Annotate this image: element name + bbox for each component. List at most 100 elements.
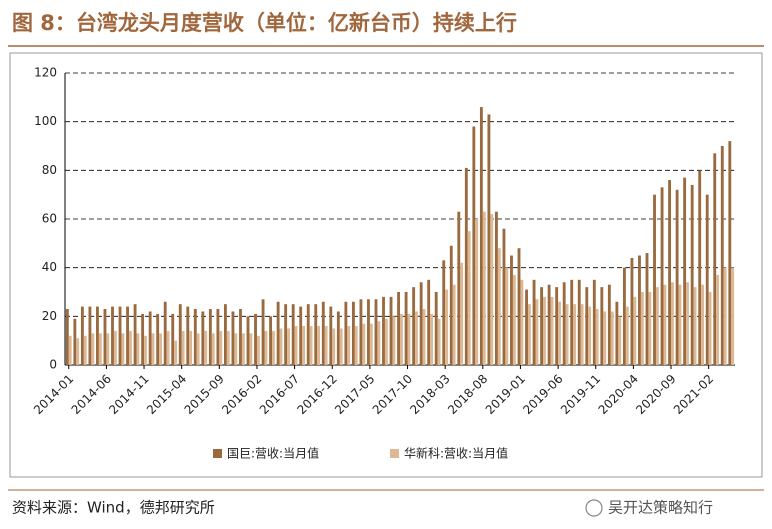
bar: [655, 287, 659, 365]
bar: [728, 141, 732, 365]
bar: [369, 323, 373, 365]
x-tick-label: 2015-09: [182, 372, 227, 417]
bar: [354, 326, 358, 365]
bar: [720, 146, 724, 365]
bar: [336, 311, 340, 365]
bar: [622, 267, 626, 365]
bar: [151, 333, 155, 365]
bar: [708, 292, 712, 365]
bar: [269, 316, 273, 365]
bar: [98, 333, 102, 365]
bar: [279, 328, 283, 365]
bar: [698, 170, 702, 365]
bar: [610, 311, 614, 365]
bar: [690, 184, 694, 365]
bar: [113, 330, 117, 365]
x-tick-label: 2019-11: [558, 372, 603, 417]
bar: [716, 274, 720, 365]
bar: [675, 189, 679, 365]
bar: [625, 306, 629, 365]
bar: [83, 335, 87, 365]
y-tick-label: 120: [34, 66, 57, 80]
bar: [392, 316, 396, 365]
bar: [351, 301, 355, 365]
bar: [479, 107, 483, 366]
bar: [73, 318, 77, 365]
x-tick-label: 2018-08: [445, 372, 490, 417]
x-tick-label: 2020-09: [633, 372, 678, 417]
bar: [497, 248, 501, 365]
x-tick-label: 2019-06: [520, 372, 565, 417]
bar: [339, 328, 343, 365]
bar: [517, 248, 521, 365]
bar: [547, 284, 551, 365]
bar: [475, 219, 479, 365]
bar: [638, 255, 641, 365]
bar: [464, 167, 468, 365]
bar: [377, 321, 381, 365]
bar: [201, 311, 205, 365]
bar: [196, 333, 200, 365]
bar: [159, 333, 162, 365]
bar: [174, 340, 178, 365]
bar: [723, 267, 727, 365]
bar: [570, 279, 574, 365]
bar: [141, 313, 145, 365]
bar: [472, 126, 476, 366]
bar: [324, 326, 328, 365]
bar: [573, 304, 577, 365]
bar: [181, 330, 185, 365]
bar: [382, 296, 385, 365]
bar: [254, 313, 257, 365]
bar: [128, 330, 132, 365]
bar: [422, 309, 426, 365]
bar: [565, 304, 569, 365]
bar: [449, 245, 453, 365]
bar: [527, 304, 531, 365]
bar: [362, 323, 366, 365]
bar: [121, 333, 125, 365]
legend-swatch: [390, 449, 399, 458]
bar: [510, 255, 513, 365]
bar: [241, 333, 245, 365]
bar: [400, 313, 403, 365]
bar: [482, 211, 486, 365]
source: 资料来源：Wind，德邦研究所: [12, 499, 215, 517]
bar: [80, 306, 84, 365]
bar: [256, 335, 260, 365]
bar: [535, 299, 539, 365]
bar: [178, 304, 182, 365]
bar: [306, 304, 310, 365]
bar: [630, 257, 634, 365]
bar: [166, 330, 170, 365]
x-tick-label: 2014-01: [31, 372, 76, 417]
bar: [467, 231, 471, 365]
bar: [302, 326, 305, 365]
y-tick-label: 80: [42, 163, 57, 177]
bar: [445, 289, 449, 365]
bar: [580, 304, 584, 365]
bar: [148, 311, 152, 365]
bar: [460, 262, 464, 365]
bar: [457, 211, 461, 365]
legend-label: 华新科:营收:当月值: [404, 446, 508, 461]
bar: [430, 313, 433, 365]
bar: [231, 311, 235, 365]
bar: [407, 313, 411, 365]
bar: [452, 284, 456, 365]
legend-label: 国巨:营收:当月值: [227, 446, 319, 461]
bar: [321, 301, 325, 365]
bar: [156, 313, 160, 365]
bar: [294, 326, 298, 365]
bar: [246, 316, 250, 365]
bar: [427, 279, 431, 365]
bar: [264, 330, 268, 365]
bar: [660, 187, 664, 365]
bar: [144, 335, 147, 365]
bar: [495, 211, 498, 365]
bar: [585, 287, 589, 365]
x-tick-label: 2020-04: [596, 372, 641, 417]
bar: [234, 333, 238, 365]
bar: [693, 287, 697, 365]
